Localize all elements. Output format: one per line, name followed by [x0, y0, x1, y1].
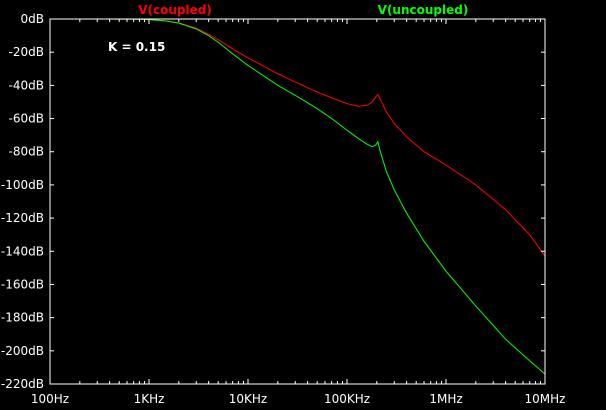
y-tick-label: -180dB: [1, 311, 44, 325]
y-tick-label: -160dB: [1, 277, 44, 291]
y-tick-label: -20dB: [9, 45, 44, 59]
x-tick-label: 10KHz: [229, 392, 267, 406]
y-tick-label: -200dB: [1, 344, 44, 358]
y-tick-label: -100dB: [1, 178, 44, 192]
y-tick-label: -80dB: [9, 145, 44, 159]
y-tick-label: -60dB: [9, 112, 44, 126]
legend-v-coupled[interactable]: V(coupled): [138, 3, 212, 17]
x-tick-label: 100KHz: [324, 392, 370, 406]
x-tick-label: 1MHz: [429, 392, 462, 406]
y-tick-label: 0dB: [21, 12, 44, 26]
y-tick-label: -140dB: [1, 244, 44, 258]
legend-v-uncoupled[interactable]: V(uncoupled): [378, 3, 469, 17]
y-tick-label: -220dB: [1, 377, 44, 391]
x-tick-label: 100Hz: [31, 392, 69, 406]
x-tick-label: 10MHz: [525, 392, 566, 406]
coupling-annotation: K = 0.15: [108, 40, 165, 54]
x-tick-label: 1KHz: [134, 392, 165, 406]
y-tick-label: -40dB: [9, 78, 44, 92]
plot-frame: [49, 18, 546, 385]
series-line-1: [50, 19, 545, 375]
y-tick-label: -120dB: [1, 211, 44, 225]
